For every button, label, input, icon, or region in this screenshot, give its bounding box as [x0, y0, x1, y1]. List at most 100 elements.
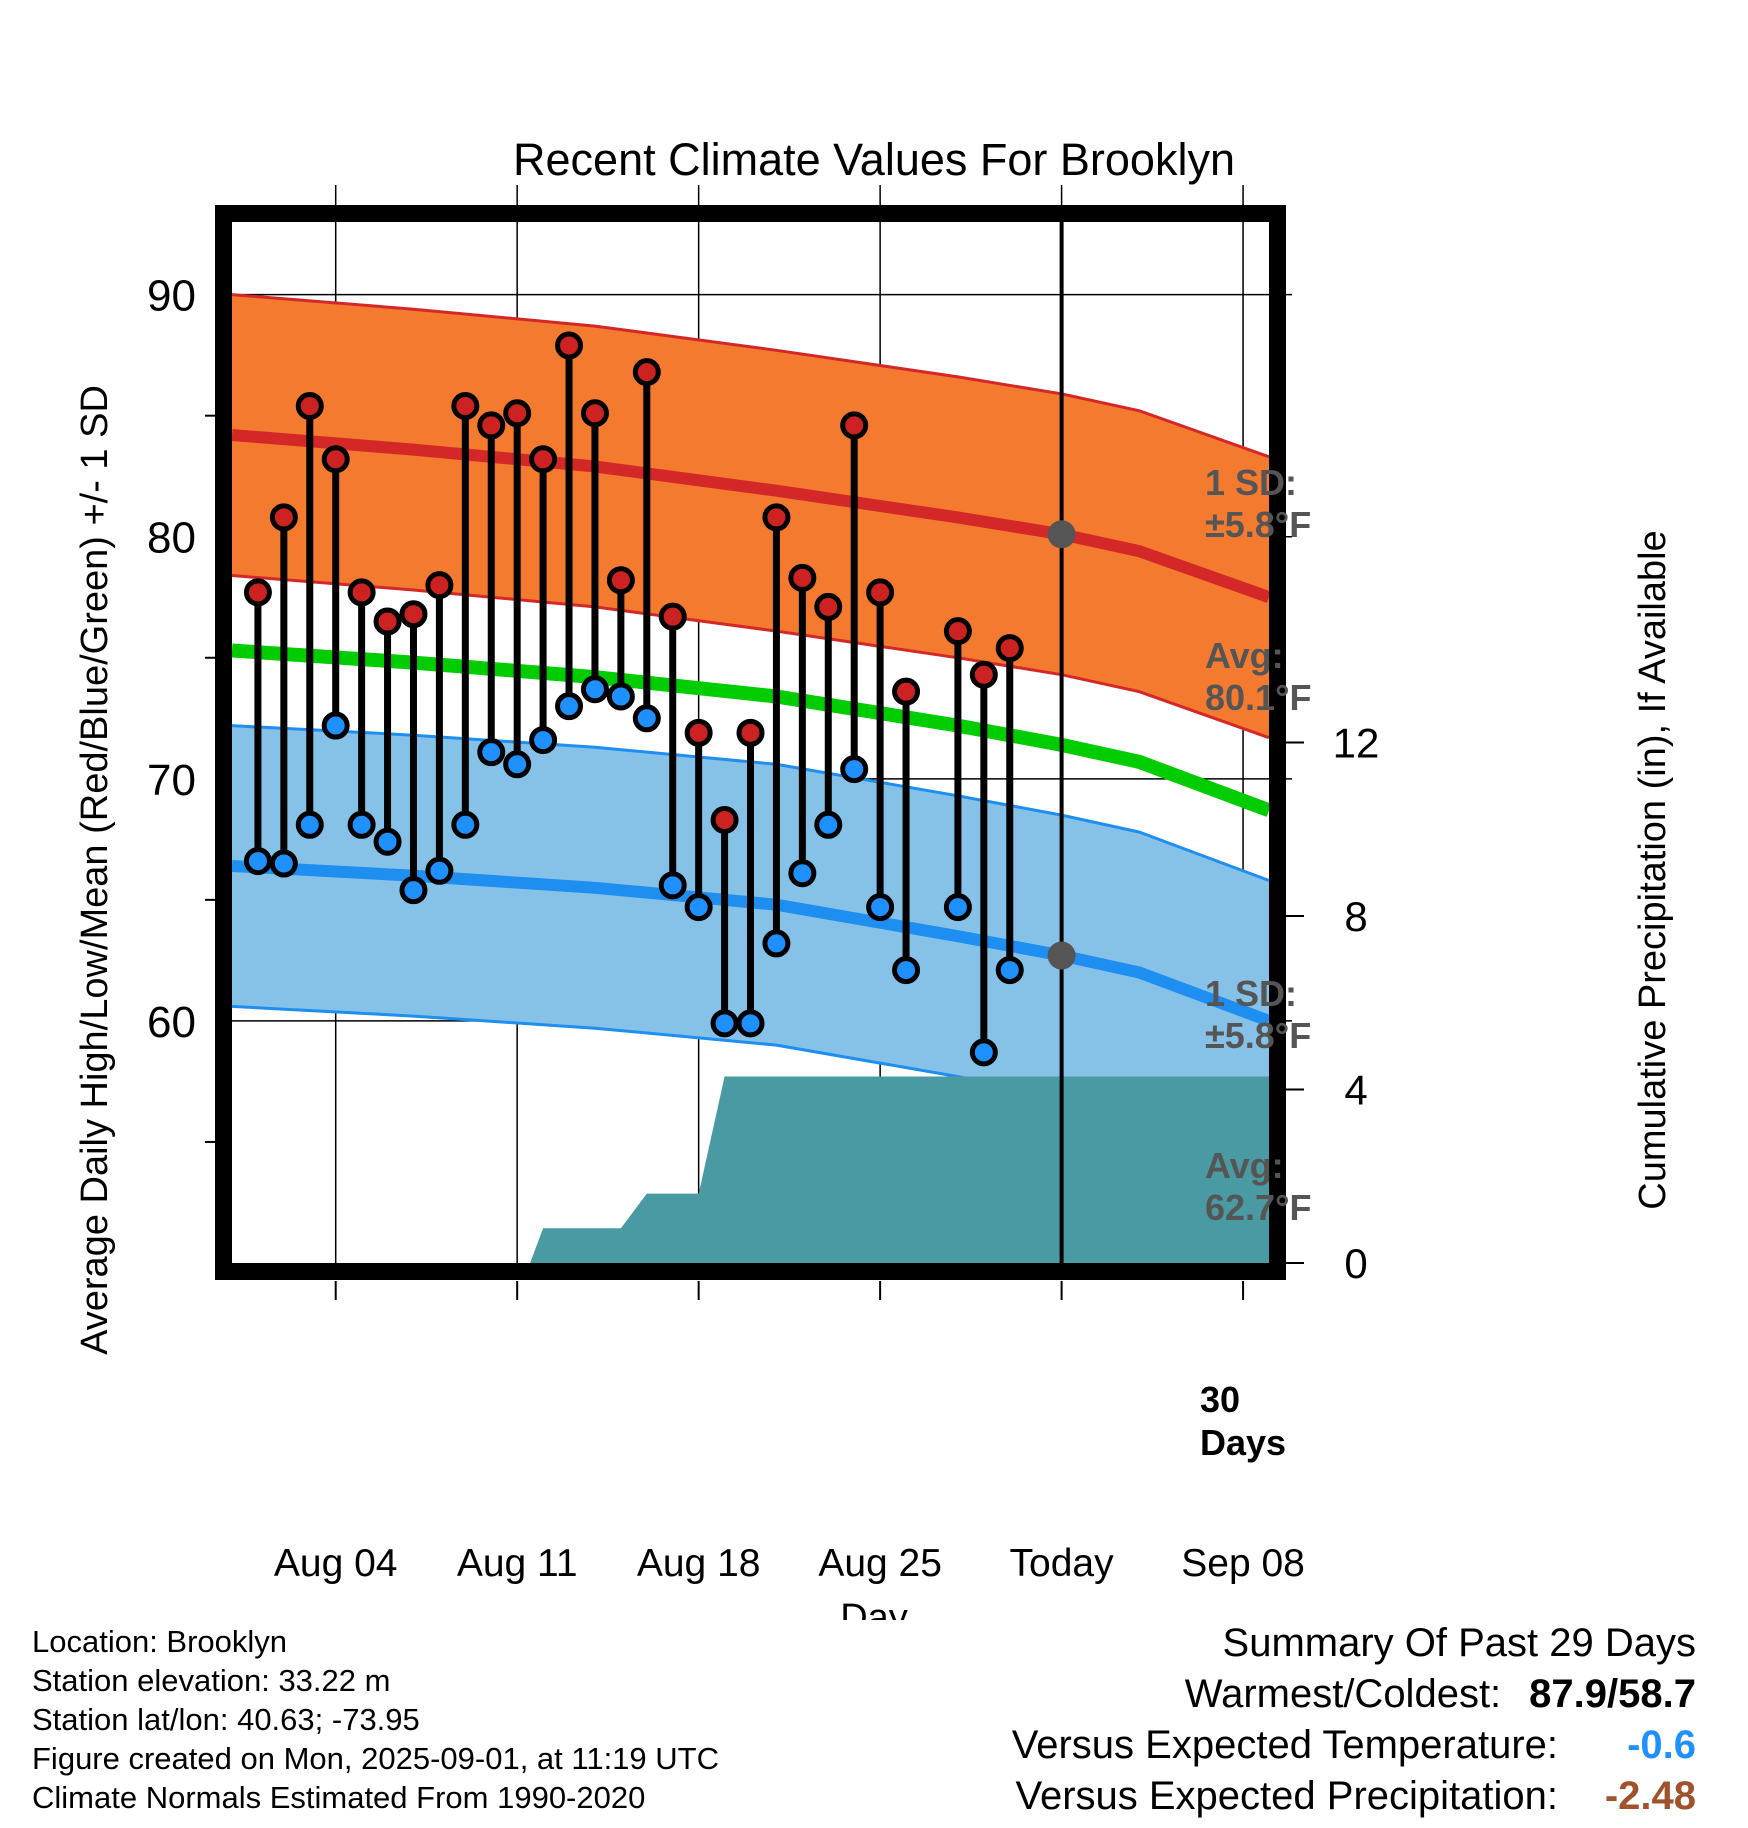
daily-low-point [684, 893, 713, 922]
days-count: 30 [1200, 1379, 1240, 1420]
daily-low-point [892, 956, 921, 985]
x-tick-label: Aug 25 [818, 1542, 942, 1585]
y2-axis-label: Cumulative Precipitation (in), If Availa… [1632, 530, 1674, 1209]
precip-label: Versus Expected Precipitation: [1015, 1774, 1558, 1818]
elevation-text: Station elevation: 33.22 m [32, 1663, 391, 1698]
x-tick-label: Aug 18 [637, 1542, 761, 1585]
plot-border [215, 205, 1286, 1280]
temp-row: Versus Expected Temperature: -0.6 [1012, 1720, 1696, 1771]
daily-low-point [632, 704, 661, 733]
daily-high-point [892, 677, 921, 706]
daily-high-point [658, 602, 687, 631]
warmest-row: Warmest/Coldest: 87.9/58.7 [1012, 1669, 1696, 1720]
x-axis-label: Day [840, 1597, 908, 1620]
x-tick-label: Today [1010, 1542, 1115, 1585]
normal-mean-line [231, 643, 1272, 817]
chart-title: Recent Climate Values For Brooklyn [513, 134, 1235, 185]
daily-high-point [425, 571, 454, 600]
daily-high-point [866, 578, 895, 607]
y-tick-label: 60 [147, 998, 196, 1047]
daily-high-point [814, 592, 843, 621]
daily-high-point [295, 391, 324, 420]
daily-high-point [347, 578, 376, 607]
low-sd-value: ±5.8°F [1205, 1015, 1311, 1056]
y2-tick-label: 0 [1344, 1240, 1367, 1287]
daily-low-point [503, 750, 532, 779]
y-tick-label: 80 [147, 514, 196, 563]
annotations: 1 SD: ±5.8°F Avg: 80.1°F 1 SD: ±5.8°F Av… [1200, 462, 1311, 1463]
precip-value: -2.48 [1604, 1774, 1696, 1818]
warmest-value: 87.9/58.7 [1529, 1672, 1696, 1716]
x-tick-label: Aug 04 [274, 1542, 398, 1585]
daily-low-point [529, 726, 558, 755]
precip-fill [530, 1076, 1269, 1263]
high-avg-value: 80.1°F [1205, 677, 1311, 718]
daily-low-point [866, 893, 895, 922]
precip-row: Versus Expected Precipitation: -2.48 [1012, 1771, 1696, 1822]
daily-low-point [269, 849, 298, 878]
daily-low-point [477, 738, 506, 767]
daily-high-point [788, 563, 817, 592]
low-avg-label: Avg: [1205, 1145, 1284, 1186]
summary-panel: Summary Of Past 29 Days Warmest/Coldest:… [1012, 1618, 1696, 1822]
daily-high-point [632, 358, 661, 387]
high-avg-label: Avg: [1205, 635, 1284, 676]
daily-low-point [347, 810, 376, 839]
daily-range-bars [243, 331, 1024, 1067]
precip-area [530, 1076, 1269, 1263]
today-low-avg-marker [1047, 941, 1076, 970]
daily-low-point [840, 755, 869, 784]
today-high-avg-marker [1047, 520, 1076, 549]
daily-high-point [969, 660, 998, 689]
daily-high-point [995, 634, 1024, 663]
daily-high-point [606, 566, 635, 595]
y-axis-label: Average Daily High/Low/Mean (Red/Blue/Gr… [74, 385, 116, 1355]
daily-high-point [943, 617, 972, 646]
daily-low-point [606, 682, 635, 711]
daily-high-point [451, 391, 480, 420]
daily-low-point [943, 893, 972, 922]
created-text: Figure created on Mon, 2025-09-01, at 11… [32, 1741, 719, 1776]
high-sd-value: ±5.8°F [1205, 504, 1311, 545]
location-text: Location: Brooklyn [32, 1624, 288, 1659]
x-tick-label: Aug 11 [457, 1542, 578, 1585]
daily-high-point [269, 503, 298, 532]
y-tick-label: 70 [147, 756, 196, 805]
y2-tick-label: 4 [1344, 1067, 1367, 1114]
plot-frame [215, 205, 1286, 1280]
temp-label: Versus Expected Temperature: [1011, 1723, 1558, 1767]
daily-high-point [321, 445, 350, 474]
daily-high-point [373, 607, 402, 636]
daily-low-point [788, 859, 817, 888]
y-tick-label: 90 [147, 272, 196, 321]
temp-value: -0.6 [1627, 1723, 1696, 1767]
daily-high-point [762, 503, 791, 532]
daily-high-point [684, 718, 713, 747]
low-band-upper-edge [231, 724, 1270, 882]
daily-high-point [477, 411, 506, 440]
high-sd-label: 1 SD: [1205, 462, 1297, 503]
daily-low-point [710, 1009, 739, 1038]
daily-high-point [710, 805, 739, 834]
x-tick-label: Sep 08 [1181, 1542, 1305, 1585]
daily-high-point [503, 399, 532, 428]
days-word: Days [1200, 1422, 1286, 1463]
daily-low-point [814, 810, 843, 839]
daily-low-point [425, 856, 454, 885]
station-info: Location: Brooklyn Station elevation: 33… [32, 1622, 719, 1817]
warmest-label: Warmest/Coldest: [1184, 1672, 1502, 1716]
climate-chart: 60 70 80 90 0 4 8 12 Aug 04 Aug 11 Aug 18 Aug 25 Tod… [74, 134, 1674, 1620]
daily-high-point [529, 445, 558, 474]
axis-ticks: 60 70 80 90 0 4 8 12 Aug 04 Aug 11 Aug 18 Aug 25 Tod… [147, 272, 1379, 1585]
y2-tick-label: 12 [1333, 720, 1380, 767]
daily-high-point [399, 600, 428, 629]
summary-title: Summary Of Past 29 Days [1222, 1621, 1696, 1665]
daily-high-point [243, 578, 272, 607]
daily-low-point [995, 956, 1024, 985]
daily-low-point [321, 711, 350, 740]
daily-high-point [840, 411, 869, 440]
daily-high-point [580, 399, 609, 428]
daily-low-point [580, 675, 609, 704]
daily-low-point [555, 692, 584, 721]
daily-low-point [373, 827, 402, 856]
